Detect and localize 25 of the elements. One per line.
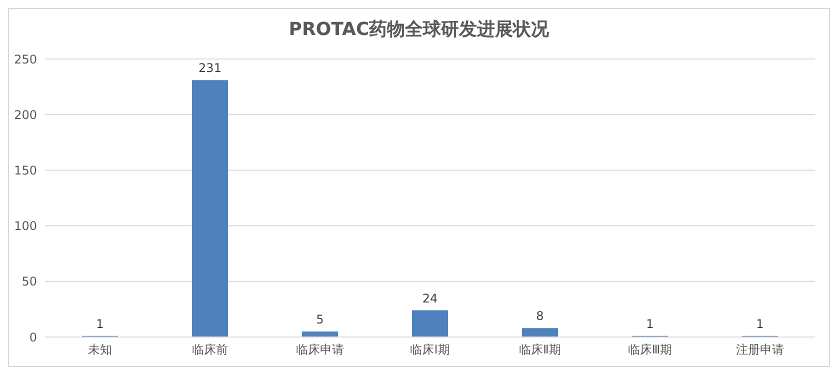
data-label: 231: [198, 61, 222, 76]
bar: [522, 328, 558, 337]
data-label: 8: [536, 309, 544, 324]
x-tick-label: 注册申请: [736, 342, 784, 357]
bar: [302, 331, 338, 337]
bar: [412, 310, 448, 337]
data-label: 1: [756, 316, 764, 331]
x-tick-label: 临床Ⅲ期: [628, 342, 672, 357]
data-label: 5: [316, 312, 324, 326]
y-tick-label: 250: [14, 52, 37, 66]
data-label: 1: [646, 316, 654, 331]
y-tick-label: 0: [29, 330, 37, 344]
chart-title: PROTAC药物全球研发进展状况: [288, 18, 550, 42]
x-tick-label: 临床申请: [296, 342, 344, 357]
x-tick-label: 未知: [88, 342, 112, 357]
data-label: 1: [96, 316, 104, 331]
bar: [192, 80, 228, 337]
x-tick-label: 临床前: [192, 342, 228, 357]
y-tick-label: 100: [14, 219, 37, 234]
x-tick-label: 临床Ⅰ期: [410, 342, 450, 357]
x-tick-label: 临床Ⅱ期: [519, 342, 561, 357]
y-tick-label: 150: [14, 163, 37, 178]
data-label: 24: [422, 291, 438, 306]
y-tick-label: 200: [14, 108, 37, 122]
y-tick-label: 50: [22, 274, 37, 289]
